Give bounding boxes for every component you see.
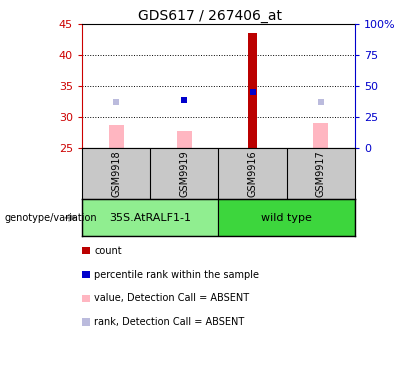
Bar [108, 124, 123, 148]
Text: GSM9917: GSM9917 [316, 150, 326, 197]
Text: wild type: wild type [261, 213, 312, 223]
Bar [313, 123, 328, 148]
Text: count: count [94, 246, 122, 256]
Bar [218, 199, 355, 236]
Text: GDS617 / 267406_at: GDS617 / 267406_at [138, 9, 282, 23]
Text: genotype/variation: genotype/variation [4, 213, 97, 223]
Bar [82, 199, 218, 236]
Text: rank, Detection Call = ABSENT: rank, Detection Call = ABSENT [94, 317, 245, 327]
Bar [249, 33, 257, 148]
Bar [177, 131, 192, 148]
Text: percentile rank within the sample: percentile rank within the sample [94, 269, 260, 280]
Text: GSM9919: GSM9919 [179, 150, 189, 197]
Text: 35S.AtRALF1-1: 35S.AtRALF1-1 [109, 213, 191, 223]
Text: GSM9918: GSM9918 [111, 150, 121, 197]
Text: GSM9916: GSM9916 [247, 150, 257, 197]
Text: value, Detection Call = ABSENT: value, Detection Call = ABSENT [94, 293, 249, 303]
